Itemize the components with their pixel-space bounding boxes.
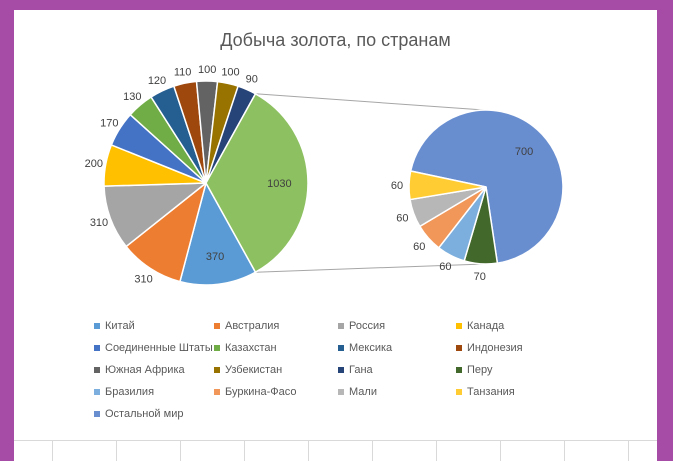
grid-column-line	[372, 441, 373, 461]
main-pie-data-label-12: 1030	[267, 178, 291, 190]
legend-item: Соединенные Штаты	[94, 340, 214, 355]
main-pie-data-label-3: 310	[90, 217, 108, 229]
legend-label: Южная Африка	[105, 363, 185, 376]
secondary-pie-slice-1	[409, 109, 564, 265]
secondary-pie-data-label-2: 70	[474, 271, 486, 283]
secondary-pie-data-label-5: 60	[396, 213, 408, 225]
legend-item: Танзания	[456, 384, 576, 399]
grid-column-line	[116, 441, 117, 461]
legend-swatch	[214, 366, 220, 373]
legend-label: Китай	[105, 319, 135, 332]
main-pie-data-label-4: 200	[85, 158, 103, 170]
legend-swatch	[456, 388, 462, 395]
legend-item: Казахстан	[214, 340, 338, 355]
secondary-pie-data-label-4: 60	[413, 241, 425, 253]
main-pie-data-label-5: 170	[100, 118, 118, 130]
legend-swatch	[94, 322, 100, 329]
grid-column-line	[52, 441, 53, 461]
main-pie-data-label-11: 90	[246, 74, 258, 86]
secondary-pie-data-label-3: 60	[439, 261, 451, 273]
legend-item: Перу	[456, 362, 576, 377]
legend-label: Индонезия	[467, 341, 523, 354]
legend-label: Соединенные Штаты	[105, 341, 213, 354]
legend-item: Узбекистан	[214, 362, 338, 377]
legend-item: Гана	[338, 362, 456, 377]
chart-title: Добыча золота, по странам	[220, 30, 451, 50]
secondary-pie-slice-6	[408, 170, 487, 201]
pie-of-pie-chart: 370 310 310 200 170 130 120 110 100 100 90 1030 700 7…	[85, 64, 564, 286]
main-pie-data-label-6: 130	[123, 91, 141, 103]
legend-label: Канада	[467, 319, 505, 332]
legend-swatch	[456, 322, 462, 329]
legend-label: Буркина-Фасо	[225, 385, 297, 398]
legend-swatch	[214, 388, 220, 395]
main-pie-data-label-10: 100	[221, 67, 239, 79]
legend-label: Перу	[467, 363, 493, 376]
legend-item: Буркина-Фасо	[214, 384, 338, 399]
legend-swatch	[338, 322, 344, 329]
legend-label: Остальной мир	[105, 407, 184, 420]
main-pie-data-label-9: 100	[198, 64, 216, 76]
legend-item: Россия	[338, 318, 456, 333]
legend-swatch	[94, 344, 100, 351]
secondary-pie-data-label-1: 700	[515, 146, 533, 158]
legend-label: Австралия	[225, 319, 280, 332]
legend-item: Австралия	[214, 318, 338, 333]
legend-label: Россия	[349, 319, 386, 332]
chart-area: Добыча золота, по странам 370 310 310 200 17…	[14, 10, 657, 440]
legend-item: Южная Африка	[94, 362, 214, 377]
legend-swatch	[338, 366, 344, 373]
legend-label: Гана	[349, 363, 373, 376]
legend-swatch	[94, 388, 100, 395]
legend-label: Мексика	[349, 341, 393, 354]
legend-item: Остальной мир	[94, 406, 214, 421]
legend-swatch	[456, 344, 462, 351]
legend-item: Мексика	[338, 340, 456, 355]
main-pie-data-label-7: 120	[148, 75, 166, 87]
main-pie-data-label-8: 110	[174, 66, 192, 78]
legend-swatch	[338, 388, 344, 395]
grid-column-line	[308, 441, 309, 461]
grid-column-line	[180, 441, 181, 461]
legend-item: Индонезия	[456, 340, 576, 355]
grid-column-line	[564, 441, 565, 461]
grid-column-line	[628, 441, 629, 461]
legend-swatch	[214, 344, 220, 351]
connector-line-bottom	[255, 263, 485, 273]
legend-item: Канада	[456, 318, 576, 333]
legend-swatch	[94, 366, 100, 373]
main-pie-data-label-2: 310	[134, 273, 152, 285]
legend-label: Узбекистан	[225, 363, 283, 376]
legend-swatch	[338, 344, 344, 351]
legend-label: Казахстан	[225, 341, 277, 354]
grid-column-line	[436, 441, 437, 461]
legend-item: Китай	[94, 318, 214, 333]
spreadsheet-gridlines	[14, 440, 657, 461]
grid-column-line	[500, 441, 501, 461]
main-pie-data-label-1: 370	[206, 251, 224, 263]
legend-label: Мали	[349, 385, 377, 398]
chart-legend: Китай Австралия Россия Канада Соединенные Шт…	[94, 318, 594, 421]
connector-line-top	[255, 93, 485, 111]
legend-label: Бразилия	[105, 385, 155, 398]
main-pie-slice-12	[205, 92, 309, 274]
grid-column-line	[244, 441, 245, 461]
legend-swatch	[94, 410, 100, 417]
legend-swatch	[214, 322, 220, 329]
legend-swatch	[456, 366, 462, 373]
secondary-pie-data-label-6: 60	[391, 180, 403, 192]
main-pie-slice-1	[179, 181, 257, 286]
legend-item: Бразилия	[94, 384, 214, 399]
legend-label: Танзания	[467, 385, 515, 398]
legend-item: Мали	[338, 384, 456, 399]
